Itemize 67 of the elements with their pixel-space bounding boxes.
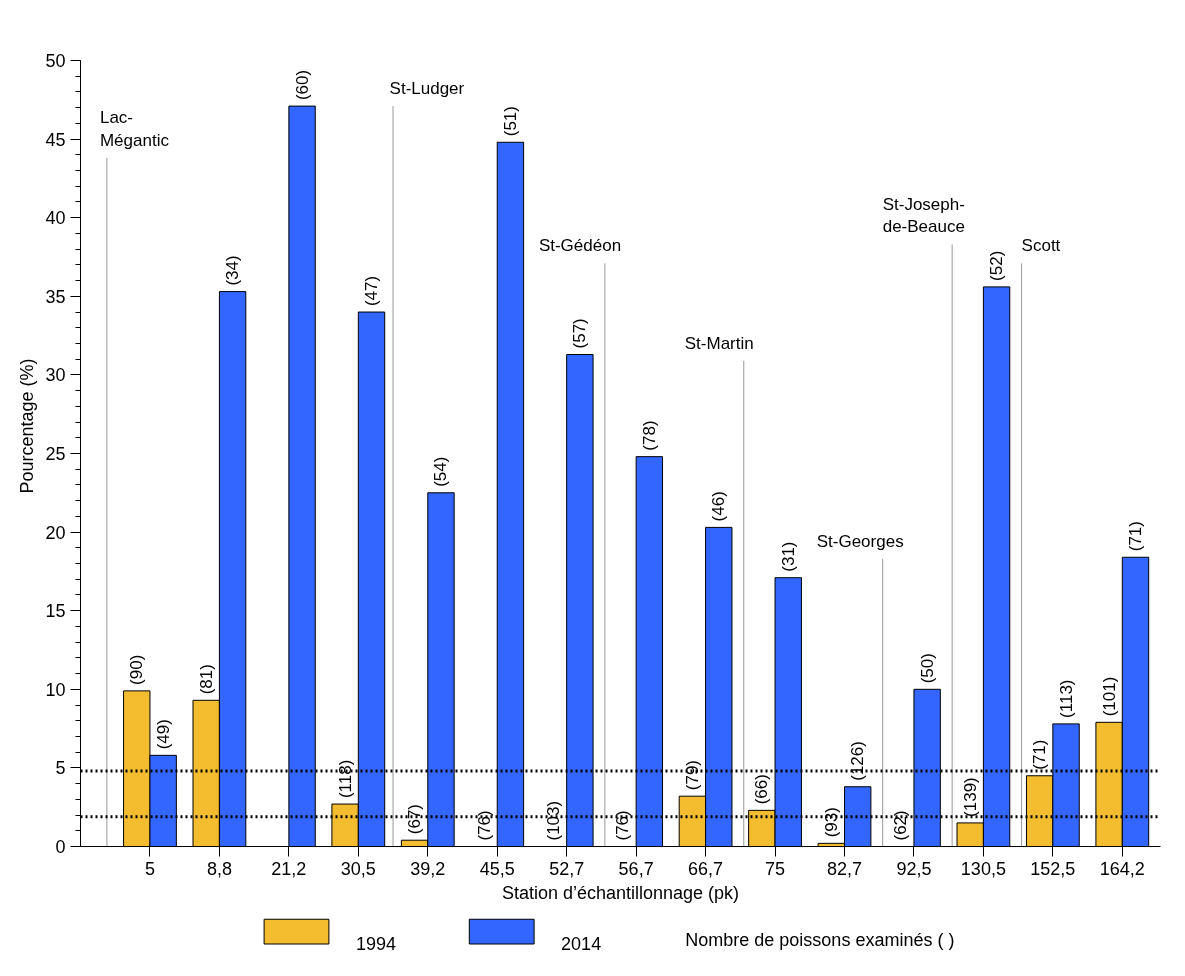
annotation: (139) <box>960 777 980 817</box>
annotation: (46) <box>709 491 729 522</box>
annotation: (76) <box>613 810 633 841</box>
y-axis-title: Pourcentage (%) <box>17 358 38 494</box>
annotation: (52) <box>987 250 1007 281</box>
annotation: St-Martin <box>684 333 754 353</box>
annotation: Scott <box>1021 236 1061 256</box>
x-tick-label: 8,8 <box>206 858 232 879</box>
x-tick-label: 5 <box>144 858 155 879</box>
annotation: (67) <box>405 803 425 835</box>
annotation: (34) <box>223 255 243 286</box>
annotation: (113) <box>1056 679 1076 718</box>
annotation: (93) <box>821 807 841 838</box>
y-tick-label: 30 <box>45 365 66 386</box>
annotation: (126) <box>848 741 868 781</box>
annotation: (103) <box>543 800 563 841</box>
annotation: (78) <box>639 420 659 451</box>
annotation: (51) <box>500 106 520 137</box>
text: Nombre de poissons examinés ( ) <box>685 929 955 950</box>
x-tick-label: 52,7 <box>549 858 585 879</box>
annotation: St-Ludger <box>389 79 465 99</box>
x-tick-label: 82,7 <box>826 858 863 879</box>
annotation: (118) <box>335 759 355 799</box>
annotation: (81) <box>196 664 216 695</box>
y-tick-label: 50 <box>45 51 66 72</box>
annotation: (57) <box>570 318 590 349</box>
y-tick-label: 15 <box>45 601 66 622</box>
x-tick-label: 164,2 <box>1099 858 1145 879</box>
x-tick-label: 21,2 <box>271 858 307 879</box>
annotation: St-Joseph- de-Beauce <box>882 194 965 237</box>
legend-label: 2014 <box>561 933 602 954</box>
y-tick-label: 20 <box>45 522 66 543</box>
annotation: Lac- Mégantic <box>99 108 170 150</box>
x-tick-label: 45,5 <box>479 858 515 879</box>
x-tick-label: 30,5 <box>340 858 376 879</box>
annotation: (71) <box>1126 521 1145 552</box>
annotation: (90) <box>127 654 147 685</box>
x-axis-title: Station d’échantillonnage (pk) <box>501 882 740 903</box>
x-tick-label: 56,7 <box>618 858 654 879</box>
y-tick-label: 5 <box>55 758 66 779</box>
x-tick-label: 66,7 <box>688 858 724 879</box>
annotation: (47) <box>362 275 382 307</box>
annotation: (50) <box>917 653 937 684</box>
annotation: (31) <box>778 541 798 572</box>
annotation: (79) <box>682 759 702 791</box>
y-tick-label: 35 <box>45 286 66 307</box>
annotation: (71) <box>1030 739 1050 770</box>
x-tick-label: 152,5 <box>1030 858 1076 879</box>
annotation: (54) <box>431 456 451 487</box>
y-tick-label: 10 <box>45 679 66 700</box>
y-tick-label: 0 <box>55 837 66 857</box>
annotation: (101) <box>1099 676 1119 717</box>
x-tick-label: 39,2 <box>410 858 446 879</box>
annotation: St-Georges <box>816 531 904 551</box>
legend-label: 1994 <box>355 933 396 954</box>
y-tick-label: 45 <box>45 129 66 150</box>
annotation: (66) <box>752 774 772 805</box>
annotation: (49) <box>153 719 173 750</box>
y-tick-label: 25 <box>45 444 66 465</box>
x-tick-label: 92,5 <box>896 858 932 879</box>
annotation: (62) <box>891 810 911 841</box>
annotation: (76) <box>474 810 494 841</box>
annotation: (60) <box>292 69 312 101</box>
x-tick-label: 75 <box>765 858 786 879</box>
y-tick-label: 40 <box>45 208 66 229</box>
annotation: St-Gédéon <box>538 236 622 256</box>
x-tick-label: 130,5 <box>960 858 1006 879</box>
